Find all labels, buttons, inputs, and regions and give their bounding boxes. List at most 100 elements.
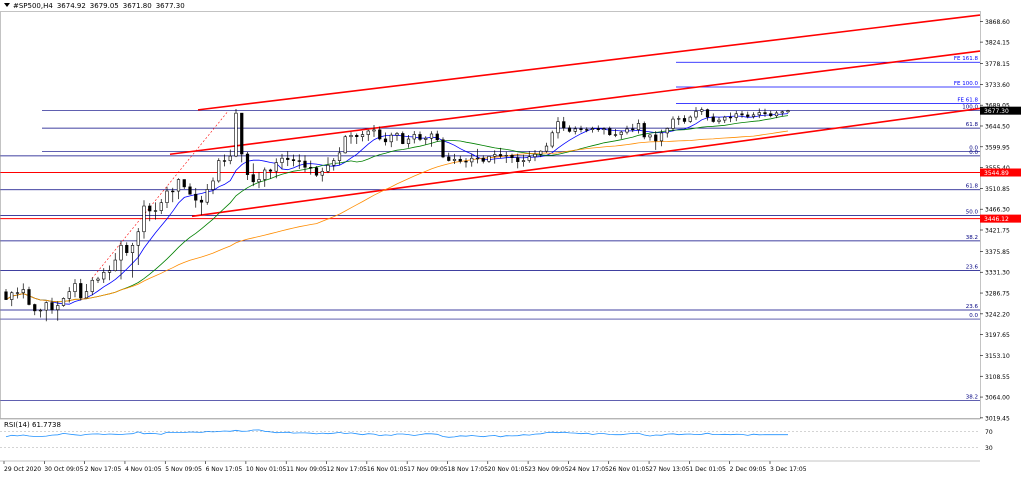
candle-body-bull [424,137,428,140]
candle-body-bear [562,121,566,129]
time-tick-label: 2 Nov 17:05 [85,466,122,473]
price-tick-label: 3331.30 [985,270,1010,277]
candle [780,110,784,117]
candle [228,149,232,165]
dropdown-triangle-icon[interactable] [4,3,10,7]
price-tag [980,214,1021,223]
candle-body-bear [378,129,382,140]
candle [372,125,376,137]
candle [498,147,503,159]
candle [309,160,313,175]
candle [585,127,589,133]
candle [84,283,89,299]
candle-body-bull [343,136,347,154]
candle [50,297,54,314]
candle [44,301,48,322]
candle [102,268,106,283]
candle [378,126,382,141]
candle [763,108,767,117]
candle-body-bull [21,289,25,293]
price-tag-label: 3446.12 [984,216,1009,223]
candle-body-bear [498,154,503,157]
price-tick-label: 3599.95 [985,144,1010,151]
candle-body-bull [717,119,721,122]
candle-body-bull [556,121,560,134]
price-tick-label: 3868.60 [985,19,1010,26]
candle-body-bull [613,134,618,136]
candle-body-bull [406,138,411,144]
candle [263,167,267,187]
candle-body-bear [188,186,192,195]
candle [326,157,330,174]
candle-body-bear [4,291,8,300]
price-tick-label: 3778.15 [985,61,1010,68]
symbol-timeframe: #SP500,H4 [13,2,53,10]
candle-body-bull [257,179,261,183]
candle-body-bull [573,128,577,132]
time-tick-label: 26 Nov 01:05 [609,466,650,473]
time-tick-label: 1 Dec 01:05 [689,466,726,473]
candle [493,150,497,164]
candle [475,148,480,164]
candle [510,153,514,163]
price-tick-label: 3689.05 [985,103,1010,110]
fib-level-label: 61.8 [966,122,979,128]
candle [631,123,635,133]
candle [636,119,641,134]
candle-body-bull [527,156,531,161]
candle-body-bear [481,157,485,162]
candle [728,112,733,123]
price-tick-label: 3421.75 [985,228,1010,235]
candle-body-bear [441,139,445,158]
candle-body-bull [263,169,267,180]
channel-line [197,14,981,111]
candle [171,187,175,203]
trend-channel[interactable] [91,14,981,279]
candle-body-bear [596,128,600,130]
time-tick-label: 10 Nov 01:05 [246,466,287,473]
candle [96,276,100,283]
fib-level-label: 23.6 [966,304,979,310]
candle [182,179,186,189]
candle [217,158,221,183]
candle-body-bull [320,171,324,176]
candle-body-bull [228,155,232,162]
price-tick-label: 3466.30 [985,207,1010,214]
fib-level-label: 38.2 [966,235,978,241]
candle [107,265,112,281]
candle [688,115,692,123]
candle [15,287,20,299]
price-tick-label: 3733.60 [985,82,1010,89]
candle-body-bear [567,127,572,132]
fib-levels: 100.061.80.00.061.850.038.223.623.60.038… [0,56,980,401]
candle [176,178,181,200]
candle [602,127,606,135]
candle [418,131,422,142]
candle-body-bull [544,145,549,152]
candle [257,172,261,189]
candle [73,279,77,298]
candle [389,132,393,148]
fe-level-label: FE 100.0 [954,81,979,87]
candle-body-bull [130,245,135,253]
candle-body-bear [642,123,646,138]
candle-body-bull [366,130,370,135]
price-tick-label: 3242.20 [985,311,1010,318]
axes: 3868.60 3824.15 3778.15 3733.60 3689.05 3644.… [0,11,1021,473]
time-tick-label: 11 Nov 09:05 [286,466,327,473]
fe-level-label: FE 61.8 [957,97,978,103]
fib-level-label: 23.6 [966,265,979,271]
candle-body-bear [654,134,658,142]
candle [481,155,485,164]
candle [774,110,779,119]
candle [516,153,520,169]
candle-body-bull [429,133,434,139]
time-tick-label: 23 Nov 09:05 [528,466,569,473]
candle [130,242,135,278]
candle-body-bear [447,156,451,161]
candle [711,113,715,123]
candle [424,136,428,145]
candle-body-bull [332,160,336,166]
candle [4,288,8,300]
